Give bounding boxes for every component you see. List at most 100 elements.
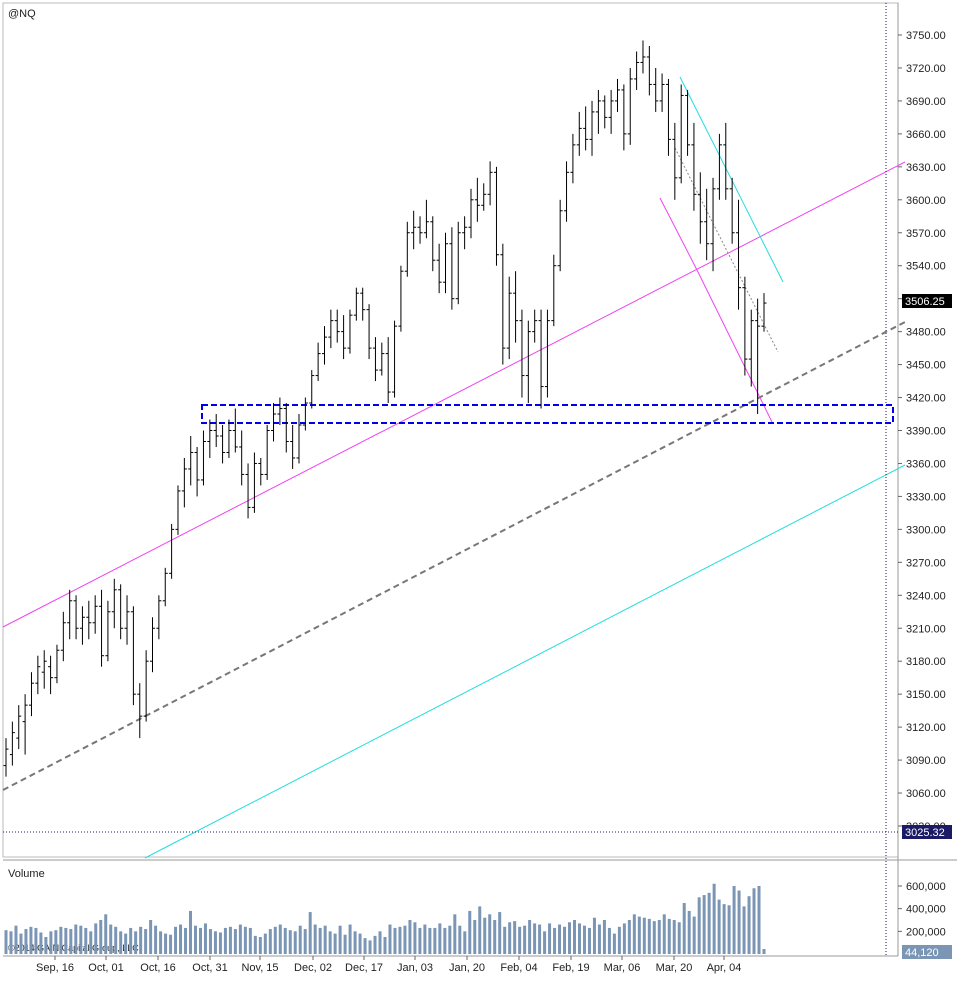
volume-bar [558,924,562,954]
ohlc-bar [181,457,187,508]
volume-bar [762,948,766,954]
volume-bar [64,927,68,954]
volume-bar [278,924,282,954]
ohlc-bar [232,408,238,453]
ohlc-bar [194,446,200,497]
ohlc-bar [404,221,410,277]
time-tick-label: Jan, 20 [449,962,485,974]
volume-bar [328,931,332,954]
ohlc-bar [665,78,671,156]
price-tick-label: 3660.00 [906,129,946,141]
ohlc-bar [48,655,54,695]
volume-bar [253,935,257,954]
volume-bar [712,883,716,954]
ohlc-bar [200,430,206,486]
ohlc-bar [532,309,538,343]
copyright-label: ©2014 GAIN Capital Group, LLC [8,943,139,953]
volume-bar [154,925,158,954]
ohlc-bar [169,523,175,579]
ohlc-bar [595,89,601,134]
price-tick-label: 3330.00 [906,491,946,503]
price-tick-label: 3690.00 [906,96,946,108]
ohlc-bar [634,51,640,90]
volume-tick-label: 200,000 [906,926,946,938]
ohlc-bar [137,683,143,739]
volume-bar [149,920,153,954]
ohlc-bar [583,106,589,151]
ohlc-bar [602,95,608,129]
volume-bar [109,924,113,954]
volume-bar [717,899,721,954]
volume-bar [627,920,631,954]
volume-bar [518,926,522,954]
ohlc-bar [513,271,519,343]
magenta-upper-trendline [2,161,906,628]
volume-bar [652,921,656,954]
volume-bar [129,927,133,954]
ohlc-bar [430,216,436,272]
ohlc-bar [468,188,474,239]
volume-bar [248,927,252,954]
volume-bar [752,888,756,954]
price-tick-label: 3480.00 [906,327,946,339]
volume-bar [69,929,73,954]
price-tick-label: 3360.00 [906,458,946,470]
volume-bar [687,910,691,954]
volume-bar [732,886,736,954]
volume-bar [184,927,188,954]
volume-bar [612,933,616,954]
ohlc-bar [704,188,710,261]
time-tick-label: Oct, 16 [140,962,175,974]
volume-bar [99,920,103,954]
volume-bar [483,917,487,954]
ohlc-bar [99,589,105,667]
ohlc-bar [506,276,512,360]
ohlc-bar [251,452,257,513]
volume-bar [308,912,312,954]
time-tick-label: Dec, 17 [345,962,383,974]
ohlc-bar [398,265,404,332]
volume-bar [44,937,48,954]
volume-bar [722,904,726,954]
ohlc-bar [678,84,684,184]
ohlc-bar [455,221,461,305]
ohlc-bar [487,161,493,206]
ohlc-bar [621,84,627,151]
ohlc-bar [341,315,347,360]
ohlc-bar [672,122,678,200]
price-tick-label: 3600.00 [906,195,946,207]
ohlc-bar [576,111,582,156]
volume-bar [49,931,53,954]
volume-bar [348,924,352,954]
volume-bar [343,934,347,954]
ohlc-bar [525,320,531,404]
volume-bar [488,914,492,954]
volume-bar [682,903,686,954]
ohlc-bar [761,293,767,332]
symbol-label: @NQ [8,8,36,20]
volume-bar [208,929,212,954]
price-tick-label: 3420.00 [906,393,946,405]
ohlc-bar [748,309,754,387]
ohlc-bar [691,122,697,211]
volume-bar [672,920,676,954]
volume-bar [458,925,462,954]
ohlc-bar [321,326,327,365]
ohlc-bar [392,320,398,398]
volume-bar [602,920,606,954]
ohlc-bar [207,419,213,458]
ohlc-bar [3,738,9,777]
cyan-down-trendline [679,76,784,283]
ohlc-bar [723,122,729,200]
price-tick-label: 3090.00 [906,755,946,767]
ohlc-bar [271,403,277,442]
volume-bar [403,925,407,954]
volume-bar [318,927,322,954]
volume-bar [503,926,507,954]
volume-bar [263,933,267,954]
volume-bar [647,918,651,954]
ohlc-bar [551,254,557,327]
ohlc-bar [372,337,378,382]
volume-bar [513,921,517,954]
